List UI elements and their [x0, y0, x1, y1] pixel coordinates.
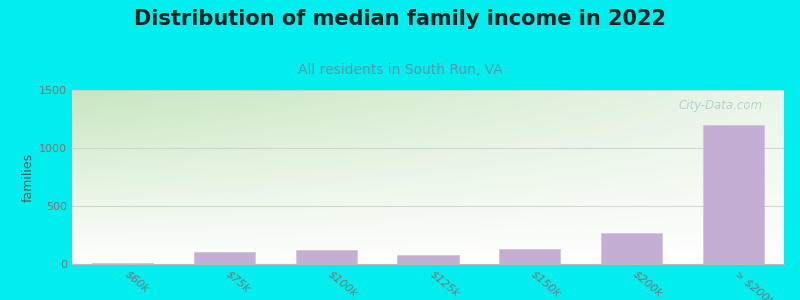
- Bar: [398, 255, 458, 264]
- Text: City-Data.com: City-Data.com: [678, 99, 762, 112]
- Bar: [601, 233, 662, 264]
- Text: All residents in South Run, VA: All residents in South Run, VA: [298, 63, 502, 77]
- Y-axis label: families: families: [22, 152, 35, 202]
- Text: Distribution of median family income in 2022: Distribution of median family income in …: [134, 9, 666, 29]
- Bar: [702, 125, 764, 264]
- Bar: [194, 252, 255, 264]
- Bar: [499, 249, 560, 264]
- Bar: [296, 250, 357, 264]
- Bar: [92, 263, 154, 264]
